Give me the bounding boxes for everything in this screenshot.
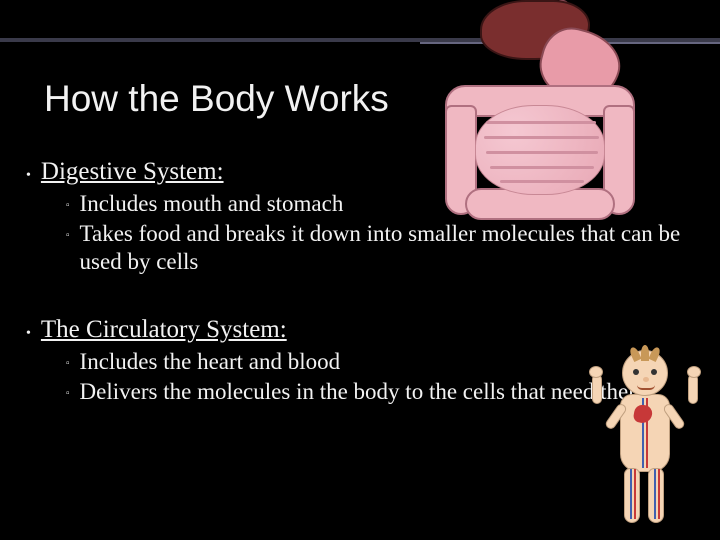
bullet-dot-icon: • (26, 168, 31, 184)
slide-title: How the Body Works (44, 78, 389, 120)
bullet-square-icon: ▫ (66, 388, 70, 400)
bullet-square-icon: ▫ (66, 200, 70, 212)
bullet-square-icon: ▫ (66, 230, 70, 242)
bullet-square-icon: ▫ (66, 358, 70, 370)
section-heading-text: Digestive System: (41, 158, 224, 186)
section-heading-text: The Circulatory System: (41, 316, 287, 344)
bullet-dot-icon: • (26, 326, 31, 342)
section-heading: • The Circulatory System: (26, 316, 690, 344)
spacer (26, 278, 690, 316)
circulatory-system-icon (590, 350, 700, 530)
digestive-system-icon (420, 0, 650, 230)
